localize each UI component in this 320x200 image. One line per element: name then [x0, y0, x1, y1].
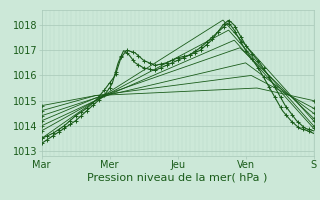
X-axis label: Pression niveau de la mer( hPa ): Pression niveau de la mer( hPa ) — [87, 173, 268, 183]
